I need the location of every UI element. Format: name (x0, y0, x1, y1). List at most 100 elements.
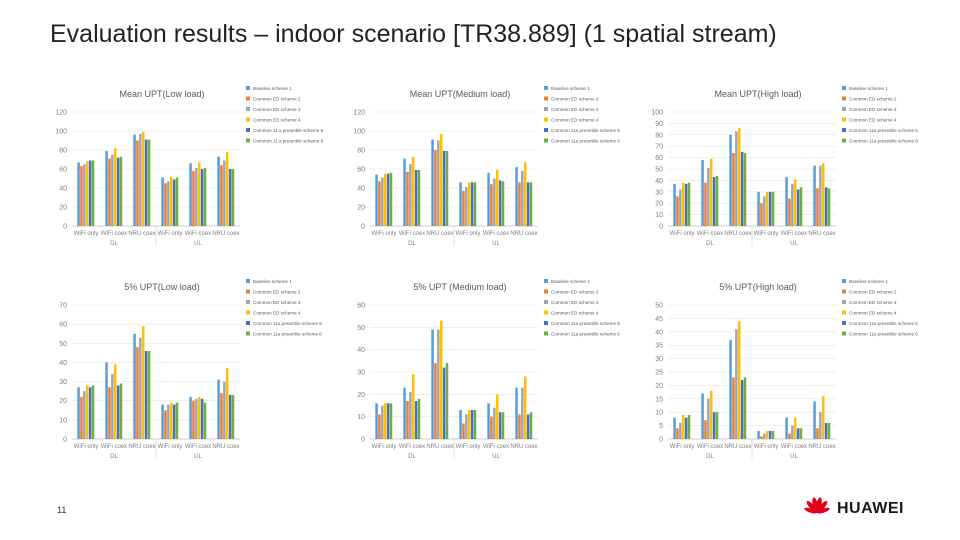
bar-series-5-cat-3 (442, 150, 446, 226)
legend-entry: Common ED scheme 3 (849, 107, 897, 112)
x-category-label: WiFi coex (101, 231, 127, 237)
bar-series-1-cat-6 (515, 167, 518, 226)
legend-swatch (842, 138, 846, 143)
legend-swatch (842, 128, 846, 132)
y-tick-label: 100 (353, 129, 365, 136)
y-tick-label: 0 (659, 224, 663, 231)
x-category-label: WiFi coex (781, 231, 807, 237)
x-category-label: NRU coex (128, 444, 155, 450)
legend-entry: Common ED scheme 3 (551, 107, 599, 112)
bar-series-1-cat-1 (673, 417, 676, 439)
bar-series-5-cat-1 (88, 387, 92, 439)
legend-swatch (544, 117, 548, 122)
legend-swatch (544, 279, 548, 283)
bar-series-2-cat-2 (704, 420, 707, 439)
legend-swatch (842, 96, 846, 101)
bar-series-3-cat-4 (763, 196, 766, 226)
y-tick-label: 20 (655, 383, 663, 390)
x-category-label: NRU coex (426, 231, 453, 237)
bar-series-3-cat-4 (465, 187, 468, 226)
bar-series-4-cat-6 (822, 163, 825, 226)
bar-series-6-cat-4 (175, 402, 179, 439)
x-category-label: NRU coex (510, 444, 537, 450)
bar-series-3-cat-2 (409, 164, 412, 226)
y-tick-label: 10 (655, 212, 663, 219)
bar-series-3-cat-5 (195, 398, 198, 439)
legend-swatch (842, 279, 846, 283)
x-category-label: NRU coex (212, 444, 239, 450)
bar-series-2-cat-6 (816, 188, 819, 226)
legend-swatch (842, 289, 846, 294)
bar-series-5-cat-5 (200, 398, 204, 439)
y-tick-label: 120 (353, 110, 365, 117)
legend-entry: Common 11a preamble scheme 5 (849, 321, 918, 326)
legend-entry: Common ED scheme 4 (253, 311, 301, 316)
bar-series-3-cat-3 (735, 329, 738, 439)
bar-series-4-cat-4 (468, 409, 471, 439)
y-tick-label: 35 (655, 343, 663, 350)
bar-series-6-cat-6 (529, 182, 533, 226)
legend-swatch (842, 107, 846, 111)
legend-swatch (246, 117, 250, 122)
legend-swatch (246, 128, 250, 132)
bar-series-5-cat-4 (768, 430, 772, 439)
bar-series-6-cat-5 (799, 187, 803, 226)
y-tick-label: 5 (659, 423, 663, 430)
legend-entry: Common 11a preamble scheme 5 (551, 128, 620, 133)
legend-entry: Baseline scheme 1 (551, 86, 590, 91)
bar-series-5-cat-4 (172, 404, 176, 439)
legend-entry: Common ED scheme 2 (551, 290, 599, 295)
bar-series-2-cat-3 (136, 347, 139, 439)
bar-series-4-cat-1 (86, 385, 89, 439)
bar-series-2-cat-3 (732, 153, 735, 226)
bar-series-6-cat-3 (147, 350, 151, 439)
legend-swatch (544, 300, 548, 304)
bar-series-2-cat-6 (816, 428, 819, 439)
bar-series-2-cat-2 (108, 387, 111, 439)
legend-entry: Baseline scheme 1 (849, 86, 888, 91)
bar-series-4-cat-1 (682, 182, 685, 226)
y-tick-label: 0 (63, 437, 67, 444)
bar-series-6-cat-4 (473, 409, 477, 439)
x-category-label: WiFi only (670, 231, 695, 237)
bar-series-2-cat-2 (406, 401, 409, 439)
bar-series-6-cat-5 (501, 181, 505, 226)
x-category-label: WiFi only (372, 444, 397, 450)
y-tick-label: 70 (655, 144, 663, 151)
bar-series-5-cat-3 (144, 139, 148, 226)
bar-series-3-cat-5 (493, 178, 496, 226)
bar-series-4-cat-5 (496, 169, 499, 226)
bar-series-1-cat-5 (487, 172, 490, 226)
x-category-label: NRU coex (128, 231, 155, 237)
y-tick-label: 30 (655, 189, 663, 196)
bar-series-5-cat-1 (684, 183, 688, 226)
y-tick-label: 15 (655, 396, 663, 403)
bar-series-6-cat-4 (771, 191, 775, 226)
y-tick-label: 80 (357, 148, 365, 155)
legend-entry: Common 11a preamble scheme 6 (551, 139, 620, 144)
bar-series-2-cat-6 (518, 414, 521, 439)
bar-series-4-cat-3 (738, 321, 741, 439)
bar-series-4-cat-5 (198, 396, 201, 439)
bar-series-6-cat-4 (771, 430, 775, 439)
bar-series-4-cat-3 (738, 127, 741, 226)
bar-series-4-cat-6 (524, 162, 527, 226)
bar-series-4-cat-3 (440, 320, 443, 439)
bar-series-3-cat-4 (167, 181, 170, 226)
legend-entry: Baseline scheme 1 (551, 279, 590, 284)
bar-series-5-cat-2 (712, 176, 716, 226)
bar-series-5-cat-5 (796, 428, 800, 439)
huawei-flower-icon (804, 497, 830, 514)
legend-swatch (544, 321, 548, 325)
bar-series-4-cat-4 (468, 182, 471, 226)
legend-entry: Common 11a preamble scheme 6 (551, 332, 620, 337)
y-tick-label: 0 (361, 224, 365, 231)
legend-entry: Common ED scheme 2 (551, 97, 599, 102)
legend-entry: Common ED scheme 4 (849, 311, 897, 316)
y-tick-label: 20 (655, 201, 663, 208)
bar-series-2-cat-4 (164, 183, 167, 226)
bar-series-4-cat-2 (412, 374, 415, 439)
y-tick-label: 60 (357, 303, 365, 310)
bar-series-1-cat-5 (785, 176, 788, 226)
chart-title: Mean UPT(High load) (714, 89, 801, 99)
